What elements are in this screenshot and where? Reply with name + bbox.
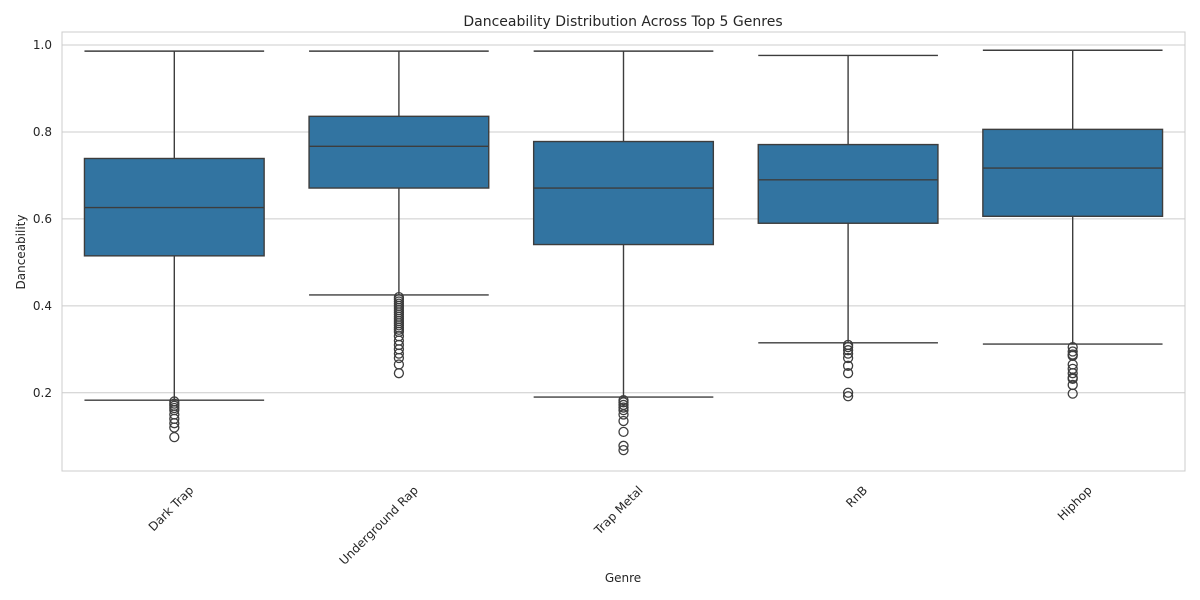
outlier-point [618,397,629,408]
outlier-point [842,348,854,359]
outlier-point [842,368,854,379]
outlier-point [618,404,629,416]
outlier-point [618,426,629,438]
outlier-point [1067,388,1078,399]
box-group [308,50,490,379]
outlier-point [169,431,180,443]
interquartile-box [308,115,490,189]
outlier-point [842,391,854,402]
box-group [532,50,715,456]
y-axis-label: Danceability [14,215,28,290]
y-tick-label: 0.6 [33,212,52,226]
outlier-point [393,368,405,379]
outlier-point [842,352,854,364]
outlier-point [393,352,405,364]
y-tick-label: 0.2 [33,386,52,400]
outlier-point [618,409,629,420]
outlier-point [842,387,854,398]
chart-title: Danceability Distribution Across Top 5 G… [463,14,782,30]
outlier-point [618,444,629,456]
outlier-point [169,418,180,429]
outlier-point [618,415,629,427]
box-series [83,49,1164,456]
y-tick-label: 1.0 [33,38,52,52]
box-group [757,54,939,402]
outlier-point [618,402,629,413]
box-group [83,50,265,443]
interquartile-box [757,143,939,224]
y-axis-ticks: 0.2 0.4 0.6 0.8 1.0 [33,38,52,400]
y-tick-label: 0.4 [33,299,52,313]
outlier-point [393,348,405,359]
outlier-point [842,360,854,371]
box-group [982,49,1164,399]
interquartile-box [982,128,1164,217]
outlier-point [842,341,854,353]
y-tick-label: 0.8 [33,125,52,139]
interquartile-box [532,140,715,246]
x-axis-label: Genre [605,571,641,585]
outlier-point [842,345,854,356]
outlier-point [1067,368,1078,379]
outlier-point [618,440,629,451]
outlier-point [1067,346,1078,357]
outlier-point [1067,373,1078,385]
plot-area-frame [61,31,1186,472]
